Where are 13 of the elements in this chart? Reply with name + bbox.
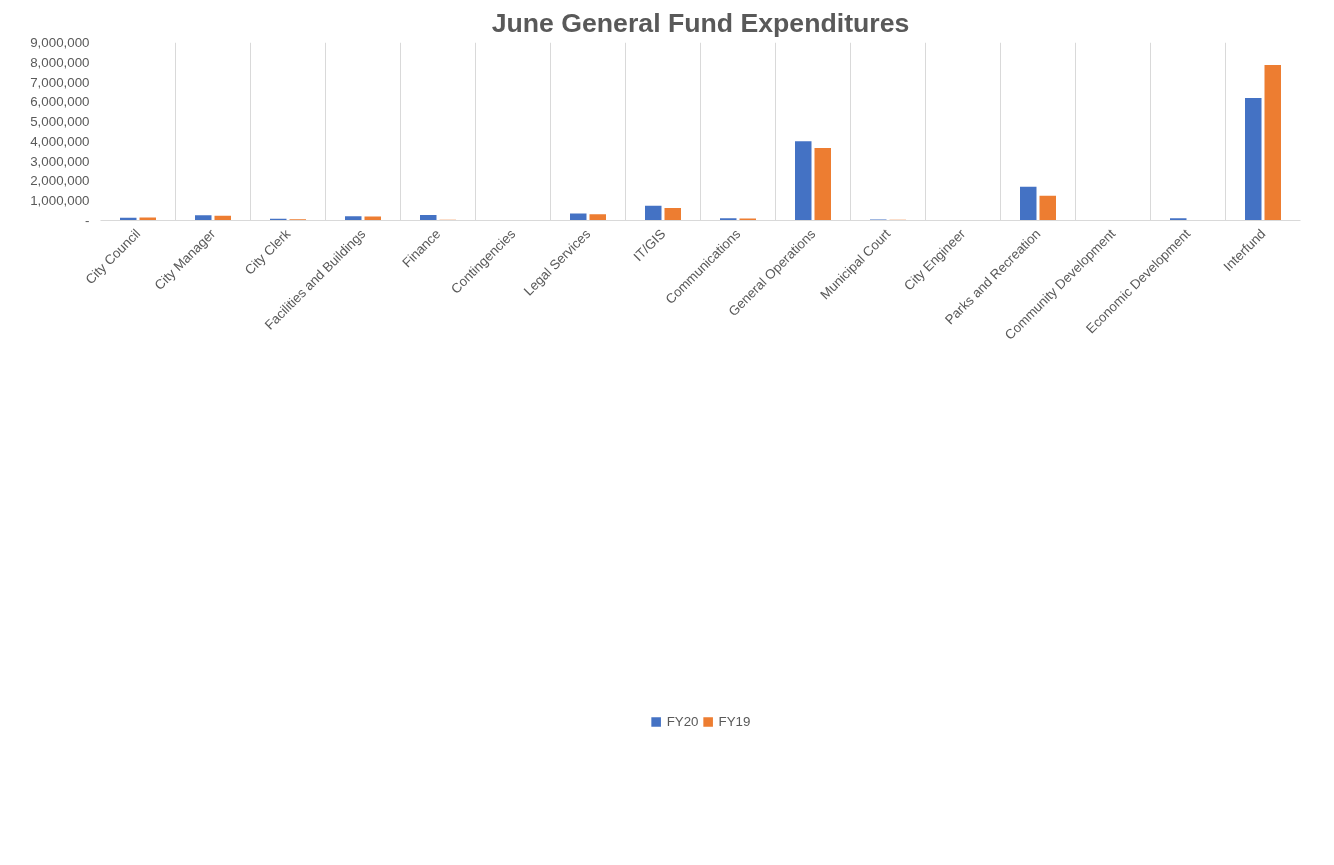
y-tick-label: 3,000,000 [30,153,90,169]
y-tick-label: 6,000,000 [30,94,90,110]
y-tick-label: 5,000,000 [30,114,90,130]
chart-title: June General Fund Expenditures [491,7,910,38]
legend-label: FY19 [718,713,751,729]
y-tick-label: 9,000,000 [30,35,90,50]
y-tick-label: 1,000,000 [30,193,90,209]
y-tick-label: 8,000,000 [30,54,90,70]
y-tick-label: 2,000,000 [30,173,90,189]
y-tick-label: 7,000,000 [30,74,90,90]
y-tick-label: 4,000,000 [30,133,90,149]
legend-label: FY20 [666,713,699,729]
y-tick-label: - [85,213,90,228]
